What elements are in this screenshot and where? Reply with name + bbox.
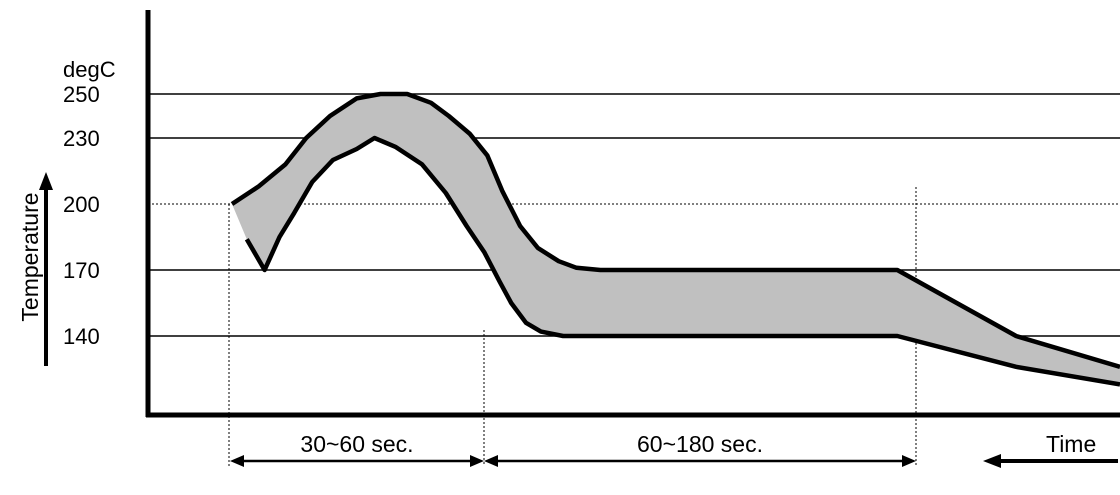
y-axis-arrow-head: [39, 172, 53, 190]
y-unit-label: degC: [63, 57, 116, 82]
temperature-band: [232, 94, 1120, 385]
y-axis-label: Temperature: [17, 192, 43, 321]
x-axis-arrow-head: [983, 454, 1001, 468]
span-1-label: 30~60 sec.: [300, 431, 413, 457]
span-2-label: 60~180 sec.: [637, 431, 763, 457]
x-axis-label: Time: [1046, 431, 1096, 457]
duration-span-1: 30~60 sec.: [230, 431, 484, 467]
y-tick-label-200: 200: [63, 192, 100, 217]
axes: [145, 10, 1120, 418]
y-tick-label-140: 140: [63, 324, 100, 349]
y-tick-labels: 250 230 200 170 140: [63, 82, 100, 349]
y-tick-label-170: 170: [63, 258, 100, 283]
span-2-right-arrow: [902, 455, 916, 467]
y-axis-title: Temperature: [17, 172, 53, 366]
duration-span-2: 60~180 sec.: [484, 431, 916, 467]
span-1-left-arrow: [230, 455, 244, 467]
lower-limit-line: [244, 135, 1120, 387]
span-2-left-arrow: [484, 455, 498, 467]
y-tick-label-250: 250: [63, 82, 100, 107]
span-1-right-arrow: [470, 455, 484, 467]
x-axis-title: Time: [983, 431, 1118, 468]
y-tick-label-230: 230: [63, 126, 100, 151]
dotted-guides: [228, 187, 917, 466]
upper-limit-line: [230, 91, 1120, 369]
